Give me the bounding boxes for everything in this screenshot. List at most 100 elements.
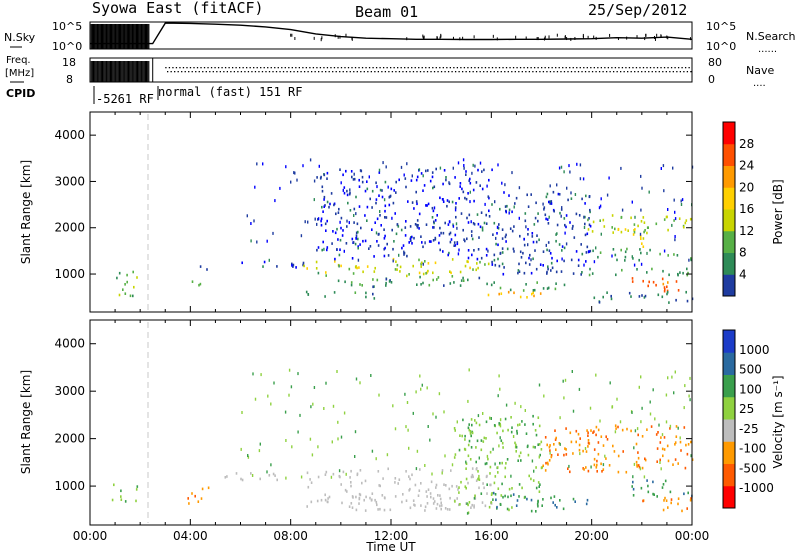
freq-point <box>337 67 339 69</box>
heatmap-cell <box>596 463 598 467</box>
heatmap-cell <box>410 239 412 242</box>
heatmap-cell <box>483 168 485 172</box>
heatmap-cell <box>471 467 474 470</box>
heatmap-scatter <box>288 368 291 372</box>
heatmap-cell <box>522 251 524 255</box>
heatmap-cell <box>393 189 395 192</box>
heatmap-scatter <box>443 410 445 414</box>
velocity-panel-bg <box>90 320 692 525</box>
freq-point <box>484 67 487 69</box>
heatmap-cell <box>383 508 386 512</box>
heatmap-cell <box>333 203 335 207</box>
heatmap-cell <box>641 435 644 438</box>
heatmap-cell <box>525 283 527 286</box>
heatmap-scatter <box>663 189 665 193</box>
heatmap-cell <box>663 286 666 289</box>
heatmap-cell <box>465 502 467 505</box>
freq-point <box>565 67 567 69</box>
heatmap-cell <box>395 260 397 263</box>
heatmap-cell <box>639 248 641 251</box>
colorbar-swatch <box>723 274 735 297</box>
nave-point <box>247 71 250 73</box>
heatmap-cell <box>644 457 646 461</box>
heatmap-scatter <box>688 394 690 398</box>
heatmap-cell <box>357 246 359 250</box>
heatmap-scatter <box>435 415 437 419</box>
heatmap-cell <box>353 221 355 224</box>
heatmap-cell <box>323 195 326 199</box>
heatmap-cell <box>442 250 444 253</box>
heatmap-cell <box>325 229 327 232</box>
freq-point <box>688 67 690 69</box>
heatmap-cell <box>602 468 605 471</box>
cpid-label: CPID <box>6 87 35 100</box>
heatmap-cell <box>558 193 561 196</box>
heatmap-scatter <box>254 397 257 401</box>
heatmap-cell <box>539 453 541 457</box>
heatmap-cell <box>359 469 362 472</box>
freq-point <box>224 67 227 69</box>
heatmap-cell <box>359 243 361 246</box>
heatmap-scatter <box>559 416 561 420</box>
freq-point <box>249 67 251 69</box>
heatmap-cell <box>554 429 556 432</box>
freq-point <box>186 67 188 69</box>
heatmap-scatter <box>663 249 666 253</box>
heatmap-cell <box>546 218 549 221</box>
heatmap-cell <box>632 480 634 484</box>
heatmap-cell <box>514 202 516 205</box>
heatmap-cell <box>448 200 450 204</box>
nave-point <box>293 71 295 73</box>
freq-point <box>393 67 395 69</box>
freq-panel-frame <box>89 57 693 83</box>
heatmap-cell <box>633 223 636 226</box>
heatmap-cell <box>515 504 518 507</box>
heatmap-cell <box>559 499 561 502</box>
heatmap-scatter <box>648 190 650 194</box>
heatmap-cell <box>558 442 561 445</box>
nave-point <box>609 71 611 73</box>
nave-point <box>430 71 432 73</box>
heatmap-cell <box>561 245 564 248</box>
heatmap-cell <box>324 295 326 298</box>
heatmap-scatter <box>246 214 248 218</box>
heatmap-cell <box>595 425 598 429</box>
heatmap-cell <box>467 256 470 260</box>
heatmap-scatter <box>633 263 636 267</box>
freq-point <box>677 67 680 69</box>
heatmap-cell <box>120 498 123 501</box>
heatmap-cell <box>449 496 451 500</box>
heatmap-cell <box>303 264 305 268</box>
heatmap-cell <box>642 499 644 503</box>
heatmap-cell <box>206 268 208 271</box>
nave-point <box>240 71 243 73</box>
nave-point <box>184 71 186 73</box>
heatmap-cell <box>113 483 115 487</box>
heatmap-cell <box>427 169 429 172</box>
heatmap-scatter <box>407 428 409 432</box>
heatmap-scatter <box>495 236 497 240</box>
heatmap-cell <box>404 234 407 237</box>
station-title: Syowa East (fitACF) <box>92 0 264 17</box>
heatmap-cell <box>340 226 342 230</box>
heatmap-cell <box>573 236 576 239</box>
heatmap-cell <box>377 470 380 473</box>
freq-point <box>467 67 469 69</box>
heatmap-cell <box>371 189 374 193</box>
heatmap-scatter <box>579 177 582 181</box>
heatmap-cell <box>615 273 617 277</box>
heatmap-cell <box>395 180 397 184</box>
nsearch-label: N.Search <box>746 30 796 43</box>
heatmap-cell <box>635 460 638 464</box>
heatmap-cell <box>478 486 480 490</box>
freq-tick-bottom: 8 <box>66 73 73 86</box>
nave-point <box>574 71 576 73</box>
heatmap-cell <box>513 250 515 253</box>
heatmap-cell <box>199 282 202 286</box>
nave-point <box>433 71 436 73</box>
heatmap-cell <box>430 240 432 243</box>
nave-point <box>202 71 204 73</box>
heatmap-scatter <box>270 402 272 406</box>
heatmap-cell <box>393 240 395 243</box>
heatmap-cell <box>550 496 552 500</box>
